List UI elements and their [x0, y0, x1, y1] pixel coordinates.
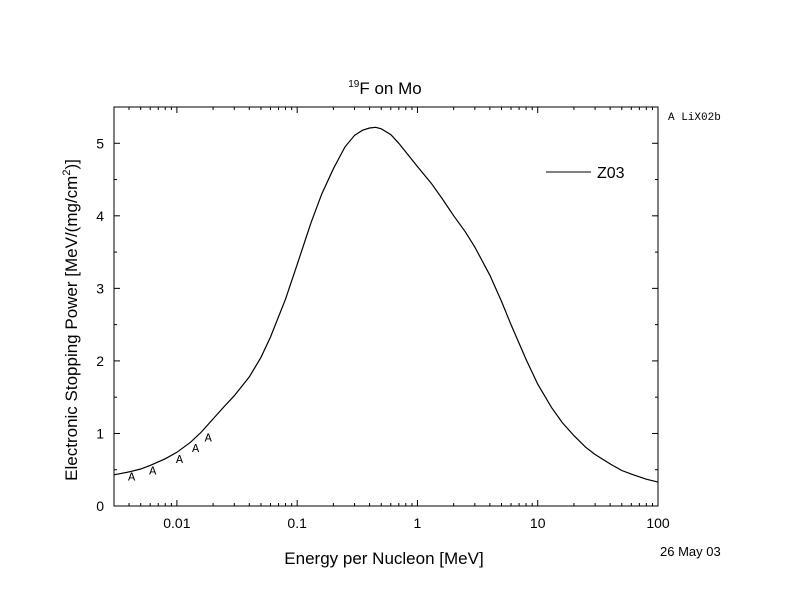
chart-title: 19F on Mo: [348, 79, 421, 98]
x-axis-ticks: [113, 107, 659, 506]
y-tick-label: 5: [96, 135, 104, 151]
y-axis-ticks: [114, 106, 658, 507]
y-tick-label: 2: [96, 353, 104, 369]
y-axis-label: Electronic Stopping Power [MeV/(mg/cm2)]: [61, 159, 81, 481]
chart-title-text: F on Mo: [359, 79, 421, 98]
x-tick-label: 10: [530, 515, 546, 531]
data-point-marker: A: [149, 465, 157, 479]
y-tick-label: 4: [96, 208, 104, 224]
y-tick-label: 1: [96, 425, 104, 441]
data-point-marker: A: [128, 471, 136, 485]
x-tick-label: 100: [646, 515, 670, 531]
y-axis-tick-labels: 0 1 2 3 4 5: [96, 135, 104, 514]
data-point-marker: A: [192, 442, 200, 456]
series-z03-line: [113, 126, 659, 483]
legend-z03-label: Z03: [597, 165, 625, 182]
data-point-marker: A: [205, 431, 213, 445]
y-axis-label-main: Electronic Stopping Power [MeV/(mg/cm: [62, 176, 81, 481]
y-axis-label-end: )]: [62, 159, 81, 169]
date-label: 26 May 03: [660, 544, 721, 559]
x-tick-label: 1: [414, 515, 422, 531]
plot-frame: [113, 106, 659, 507]
data-source-legend: A LiX02b: [668, 112, 721, 124]
y-axis-label-superscript: 2: [61, 170, 73, 176]
y-tick-label: 3: [96, 280, 104, 296]
x-axis-label: Energy per Nucleon [MeV]: [284, 549, 483, 568]
x-tick-label: 0.1: [287, 515, 307, 531]
x-axis-tick-labels: 0.01 0.1 1 10 100: [163, 515, 670, 531]
data-point-marker: A: [176, 453, 184, 467]
legend: Z03: [546, 165, 625, 182]
y-tick-label: 0: [96, 498, 104, 514]
chart-title-superscript: 19: [348, 79, 360, 90]
x-tick-label: 0.01: [163, 515, 190, 531]
